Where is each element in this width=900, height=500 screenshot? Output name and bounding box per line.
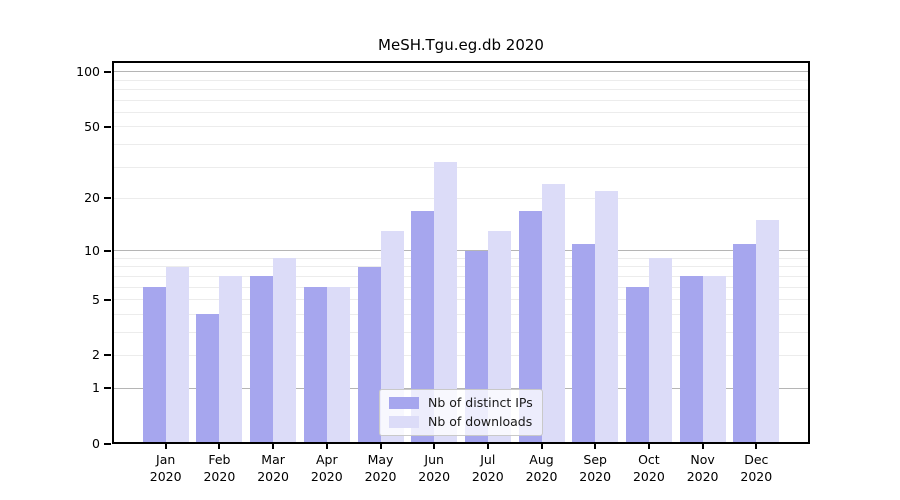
gridline-minor-7	[114, 275, 808, 277]
bar-downloads-feb	[219, 276, 243, 444]
y-tick-label-20: 20	[84, 190, 100, 206]
y-tick-mark-0	[104, 443, 111, 445]
x-tick-mark-mar	[272, 444, 275, 449]
x-tick-label-sep: Sep 2020	[579, 452, 612, 484]
gridline-major-10	[114, 250, 808, 252]
bar-downloads-oct	[648, 258, 672, 444]
bar-distinct-ips-apr	[303, 287, 327, 444]
y-tick-mark-100	[104, 70, 111, 73]
x-tick-mark-may	[379, 444, 382, 449]
bar-downloads-nov	[702, 276, 726, 444]
bar-distinct-ips-aug	[518, 210, 542, 444]
legend-item-downloads: Nb of downloads	[389, 414, 533, 430]
x-tick-mark-sep	[594, 444, 597, 449]
y-tick-label-5: 5	[92, 291, 100, 307]
bar-distinct-ips-jun	[411, 210, 435, 444]
legend: Nb of distinct IPs Nb of downloads	[379, 389, 543, 436]
x-tick-mark-jan	[164, 444, 167, 449]
bar-distinct-ips-nov	[679, 276, 703, 444]
y-tick-mark-20	[104, 197, 111, 200]
x-tick-label-nov: Nov 2020	[686, 452, 719, 484]
x-tick-mark-feb	[218, 444, 221, 449]
gridline-minor-40	[114, 143, 808, 145]
gridline-minor-6	[114, 286, 808, 288]
x-tick-label-jul: Jul 2020	[471, 452, 504, 484]
gridline-minor-60	[114, 111, 808, 113]
gridline-minor-80	[114, 89, 808, 90]
bar-distinct-ips-mar	[250, 276, 274, 444]
bar-distinct-ips-may	[357, 266, 381, 444]
gridline-major-1	[114, 387, 808, 389]
x-tick-mark-apr	[325, 444, 328, 449]
legend-swatch-downloads	[389, 416, 419, 428]
x-tick-mark-jul	[486, 444, 489, 449]
gridline-minor-20	[114, 197, 808, 199]
gridline-minor-3	[114, 331, 808, 333]
gridline-minor-70	[114, 99, 808, 101]
x-tick-label-aug: Aug 2020	[525, 452, 558, 484]
x-tick-label-mar: Mar 2020	[257, 452, 289, 484]
gridline-minor-50	[114, 126, 808, 128]
y-tick-mark-50	[104, 125, 111, 128]
gridline-minor-90	[114, 79, 808, 81]
y-tick-label-0: 0	[92, 436, 100, 451]
y-tick-label-100: 100	[76, 63, 100, 79]
y-tick-label-2: 2	[92, 347, 100, 363]
y-tick-label-10: 10	[84, 242, 100, 258]
bar-distinct-ips-feb	[196, 314, 220, 444]
y-tick-label-1: 1	[92, 380, 100, 396]
x-tick-label-feb: Feb 2020	[203, 452, 236, 484]
legend-swatch-distinct-ips	[389, 397, 419, 409]
x-tick-mark-jun	[433, 444, 436, 449]
bar-downloads-jun	[434, 161, 458, 444]
y-tick-mark-1	[104, 387, 111, 390]
x-tick-mark-aug	[540, 444, 543, 449]
bar-downloads-dec	[756, 220, 780, 444]
bar-distinct-ips-oct	[625, 287, 649, 444]
gridline-minor-2	[114, 354, 808, 356]
bar-downloads-sep	[595, 191, 619, 444]
y-tick-mark-2	[104, 354, 111, 357]
x-tick-label-oct: Oct 2020	[632, 452, 665, 484]
gridline-minor-30	[114, 166, 808, 168]
y-tick-label-50: 50	[84, 118, 100, 134]
gridline-major-100	[114, 71, 808, 73]
x-tick-mark-dec	[755, 444, 758, 449]
y-tick-mark-5	[104, 298, 111, 301]
bar-distinct-ips-dec	[733, 243, 757, 444]
x-tick-label-jan: Jan 2020	[149, 452, 182, 484]
legend-item-distinct-ips: Nb of distinct IPs	[389, 395, 533, 411]
bar-downloads-jan	[165, 266, 189, 444]
bar-distinct-ips-jan	[142, 287, 166, 444]
x-tick-label-dec: Dec 2020	[740, 452, 773, 484]
chart-title: MeSH.Tgu.eg.db 2020	[378, 36, 544, 54]
x-tick-label-apr: Apr 2020	[310, 452, 343, 484]
bar-downloads-apr	[326, 287, 350, 444]
x-tick-mark-nov	[701, 444, 704, 449]
gridline-minor-5	[114, 299, 808, 300]
legend-label-distinct-ips: Nb of distinct IPs	[428, 395, 533, 410]
gridline-minor-4	[114, 313, 808, 315]
bar-downloads-mar	[273, 258, 297, 444]
bar-distinct-ips-sep	[572, 243, 596, 444]
x-tick-mark-oct	[647, 444, 650, 449]
x-tick-label-may: May 2020	[364, 452, 397, 484]
x-tick-label-jun: Jun 2020	[418, 452, 451, 484]
legend-label-downloads: Nb of downloads	[428, 414, 533, 429]
gridline-minor-9	[114, 257, 808, 259]
y-tick-mark-10	[104, 249, 111, 252]
bar-downloads-aug	[541, 184, 565, 444]
gridline-minor-8	[114, 266, 808, 268]
